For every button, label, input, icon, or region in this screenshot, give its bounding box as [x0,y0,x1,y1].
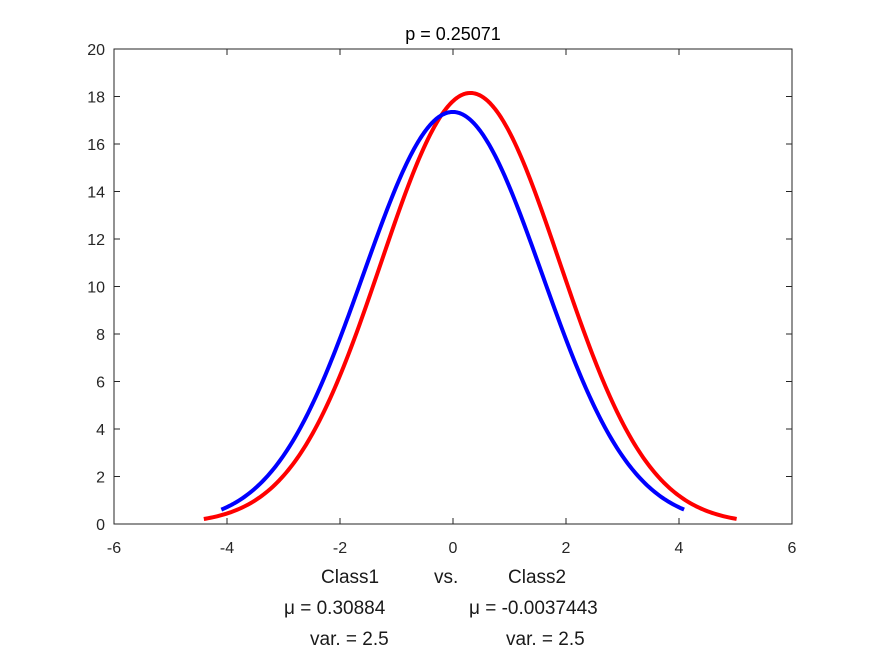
y-tick-label: 20 [87,42,105,59]
xlabel-class1: Class1 [321,567,380,588]
x-tick-label: 6 [788,540,797,557]
x-tick-label: -4 [220,540,234,557]
xlabel-vs: vs. [434,567,459,588]
xlabel-mu-class2: μ = -0.0037443 [469,598,598,619]
xlabel-mu-class1: μ = 0.30884 [284,598,386,619]
y-tick-label: 0 [96,517,105,534]
y-tick-label: 2 [96,470,105,487]
y-tick-label: 6 [96,375,105,392]
plot-area [203,90,737,521]
y-tick-label: 4 [96,422,105,439]
series-line-red [203,90,737,521]
y-tick-label: 14 [87,185,105,202]
x-tick-label: -2 [333,540,347,557]
xlabel-var-class1: var. = 2.5 [310,629,389,650]
chart-title: p = 0.25071 [405,24,501,44]
x-tick-label: 2 [562,540,571,557]
x-tick-label: 4 [675,540,684,557]
y-tick-label: 12 [87,232,105,249]
xlabel-class2: Class2 [508,567,567,588]
y-axis: 0 2 4 6 8 10 12 14 16 18 20 [87,42,792,534]
x-axis: -6 -4 -2 0 2 4 6 [107,49,797,557]
series-line-blue [220,109,685,512]
y-tick-label: 10 [87,280,105,297]
x-tick-label: -6 [107,540,121,557]
y-tick-label: 16 [87,137,105,154]
xlabel-var-class2: var. = 2.5 [506,629,585,650]
x-tick-label: 0 [449,540,458,557]
y-tick-label: 18 [87,90,105,107]
y-tick-label: 8 [96,327,105,344]
